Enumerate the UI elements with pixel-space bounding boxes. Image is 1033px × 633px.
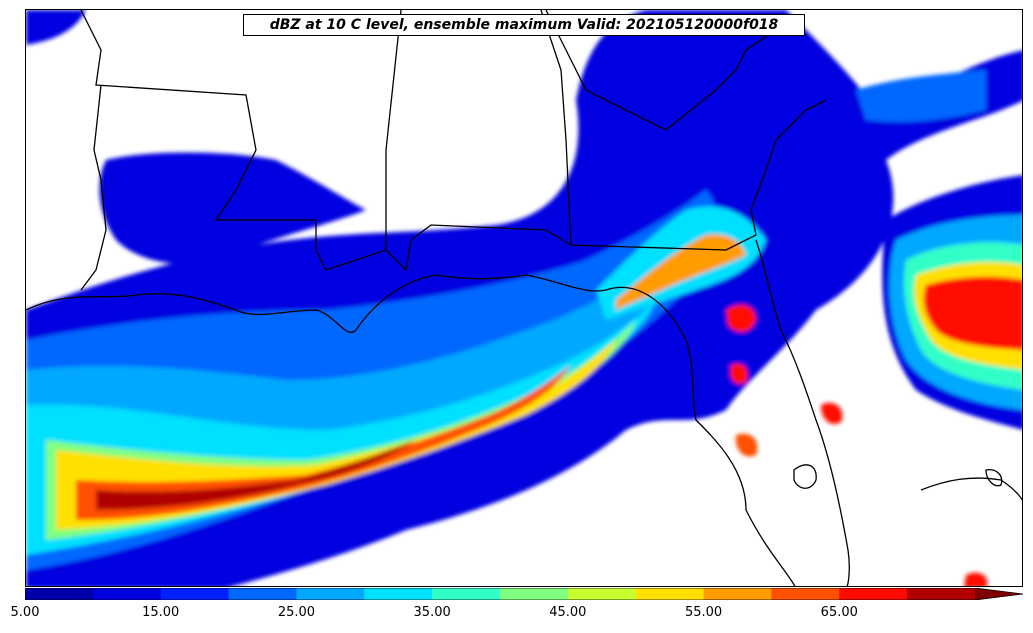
echo-region-topleft — [26, 10, 86, 45]
reflectivity-field — [26, 10, 1022, 586]
coastline-florida-east — [755, 239, 850, 586]
colorbar-extend-arrow — [975, 588, 1023, 600]
echo-cell-1 — [726, 304, 756, 332]
colorbar-segment — [364, 588, 433, 600]
bahamas — [985, 469, 1003, 487]
lake-okeechobee — [793, 464, 817, 489]
colorbar-tick-label: 25.00 — [277, 605, 316, 620]
colorbar-segment — [500, 588, 569, 600]
political-boundaries — [26, 10, 1022, 586]
echo-band-core — [76, 365, 571, 520]
colorbar-tick-label: 35.00 — [413, 605, 451, 620]
colorbar-segment — [160, 588, 230, 600]
state-line-1 — [80, 10, 316, 221]
coastline-gulf — [26, 274, 796, 586]
colorbar-segment — [25, 588, 94, 600]
map-title: dBZ at 10 C level, ensemble maximum Vali… — [243, 14, 805, 36]
coastline-cuba — [920, 477, 1022, 501]
reflectivity-map[interactable] — [25, 9, 1023, 587]
colorbar-segment — [567, 588, 637, 600]
colorbar-tick-label: 65.00 — [820, 605, 858, 620]
colorbar-segment — [771, 588, 840, 600]
echo-region-east-core — [923, 276, 1022, 350]
echo-region-ne — [856, 70, 986, 122]
echo-cell-2 — [730, 363, 748, 385]
colorbar-segment — [296, 588, 365, 600]
colorbar-segment — [635, 588, 705, 600]
colorbar-segment — [703, 588, 772, 600]
echo-cell-3 — [821, 402, 843, 425]
state-line-6 — [545, 10, 777, 131]
echo-region-low-north — [99, 152, 366, 264]
colorbar — [25, 588, 1024, 600]
colorbar-tick-label: 5.00 — [10, 605, 40, 620]
state-line-3 — [315, 10, 402, 271]
echo-cell-5 — [964, 572, 988, 586]
state-line-5 — [540, 10, 572, 246]
state-line-2 — [80, 84, 107, 291]
echo-band-max — [96, 440, 416, 510]
colorbar-tick-label: 45.00 — [549, 605, 587, 620]
echo-line-florida-core — [616, 234, 746, 310]
colorbar-tick-label: 15.00 — [142, 605, 180, 620]
colorbar-segment — [907, 588, 976, 600]
colorbar-segment — [228, 588, 297, 600]
colorbar-tick-label: 55.00 — [684, 605, 723, 620]
map-canvas — [26, 10, 1022, 586]
colorbar-segment — [432, 588, 501, 600]
state-line-4 — [385, 99, 827, 272]
colorbar-segment — [839, 588, 908, 600]
echo-cell-4 — [735, 433, 758, 457]
colorbar-segment — [92, 588, 162, 600]
